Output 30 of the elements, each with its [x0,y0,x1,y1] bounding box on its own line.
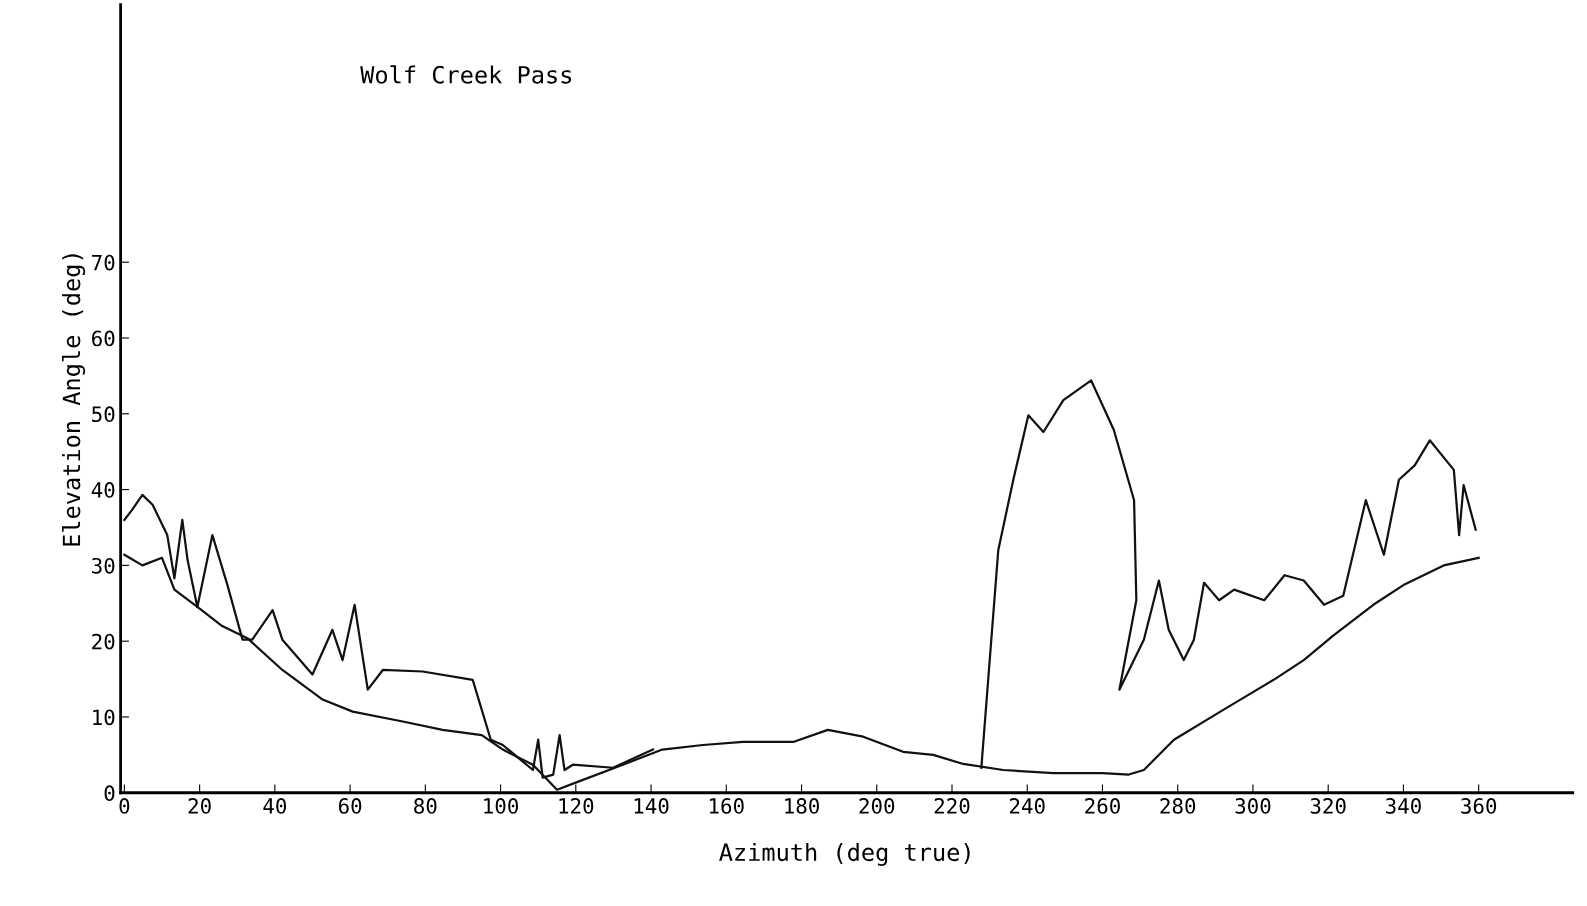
x-tick-label: 340 [1386,798,1421,814]
x-tick-label: 260 [1085,798,1120,814]
y-tick-label: 60 [92,330,115,347]
x-tick-label: 160 [709,798,744,814]
x-tick-label: 100 [484,798,519,814]
x-tick-label: 300 [1235,798,1271,814]
x-tick-label: 200 [859,798,895,814]
x-tick-label: 320 [1310,798,1346,814]
y-tick-label: 30 [92,557,115,574]
x-tick-label: 280 [1160,798,1196,814]
x-tick-label: 120 [559,798,594,814]
x-tick-label: 240 [1009,798,1045,814]
y-tick-label: 40 [91,482,115,498]
x-tick-label: 0 [119,798,130,814]
x-tick-label: 80 [414,798,437,814]
y-axis-title: Elevation Angle (deg) [61,254,86,546]
x-tick-label: 60 [338,798,362,814]
x-tick-label: 360 [1461,798,1497,814]
x-tick-label: 180 [785,798,819,814]
x-tick-label: 220 [934,798,970,814]
y-tick-label: 10 [93,709,115,726]
x-axis-title: Azimuth (deg true) [719,842,970,866]
y-tick-label: 50 [92,406,115,423]
y-tick-label: 20 [92,633,115,650]
x-tick-label: 20 [188,798,211,814]
text: Wolf Creek Pass [360,65,572,84]
x-tick-label: 140 [634,798,669,814]
x-tick-label: 40 [263,798,287,814]
y-tick-label: 0 [104,785,115,802]
y-tick-label: 70 [92,254,115,271]
